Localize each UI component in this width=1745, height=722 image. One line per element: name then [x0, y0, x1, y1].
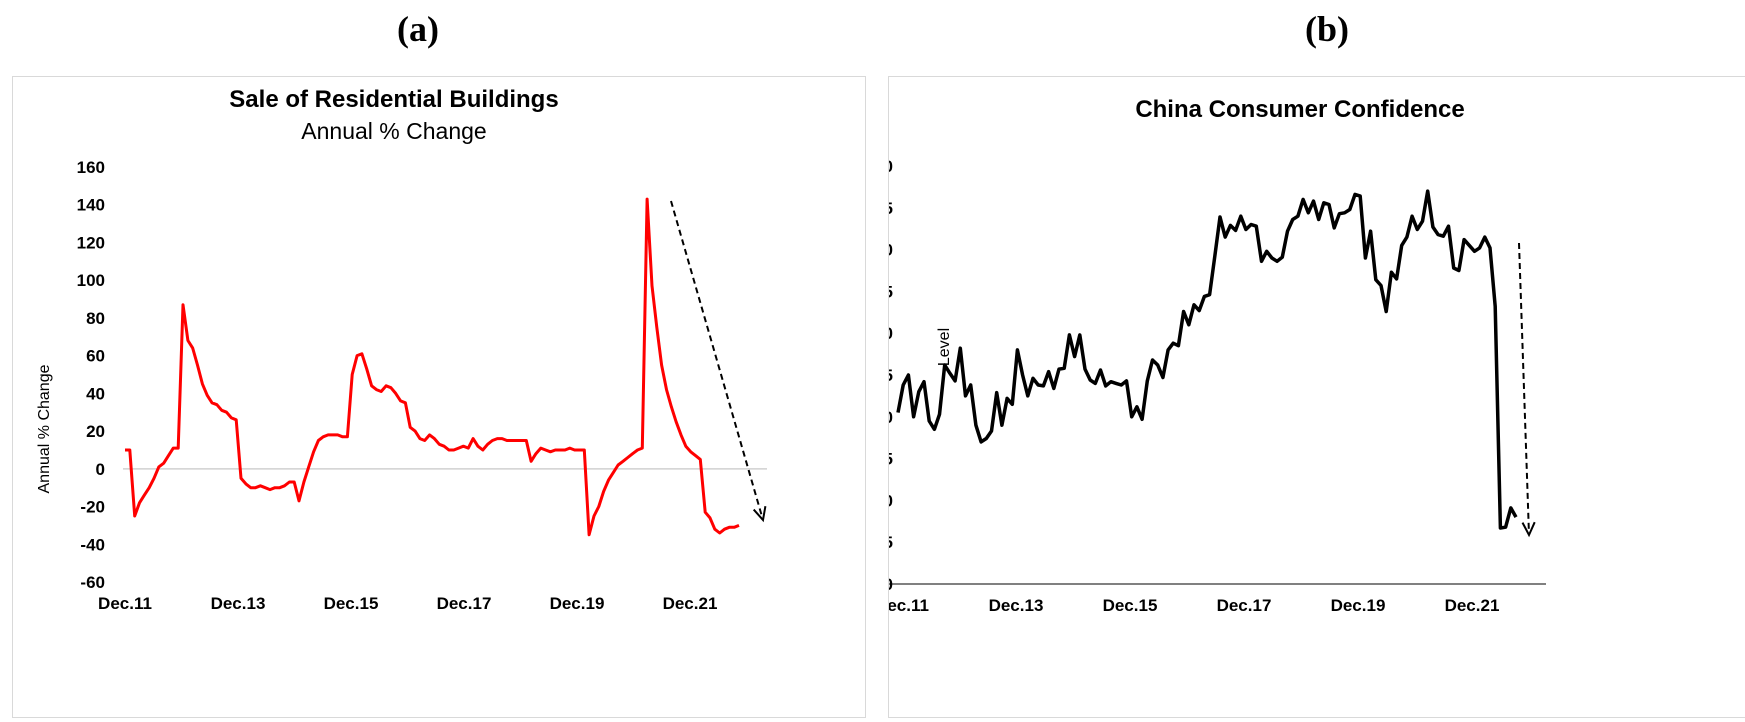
- chart-subtitle: Annual % Change: [301, 118, 486, 144]
- y-tick-label: 120: [77, 233, 105, 252]
- chart-panel-consumer-confidence: China Consumer Confidence Level 130 125 12…: [865, 76, 1745, 718]
- x-tick-label: Dec.11: [98, 594, 152, 613]
- y-tick-label: -40: [80, 535, 105, 554]
- y-tick-label: 125: [889, 199, 893, 218]
- x-tick-label: Dec.13: [211, 594, 266, 613]
- series-line: [896, 189, 1518, 530]
- y-axis-label: Level: [936, 328, 953, 366]
- x-tick-label: Dec.15: [1103, 596, 1158, 615]
- x-tick-label: Dec.11: [889, 596, 929, 615]
- y-tick-label: 100: [77, 271, 105, 290]
- x-tick-label: Dec.17: [1217, 596, 1272, 615]
- y-tick-label: 110: [889, 324, 893, 343]
- x-tick-label: Dec.13: [989, 596, 1044, 615]
- y-tick-label: 115: [889, 282, 893, 301]
- x-tick-label: Dec.19: [550, 594, 605, 613]
- y-tick-label: 100: [889, 408, 893, 427]
- panel-label-a: (a): [397, 9, 439, 49]
- y-tick-label: 105: [889, 366, 893, 385]
- y-tick-label: 160: [77, 158, 105, 177]
- x-tick-label: Dec.21: [663, 594, 718, 613]
- y-tick-label: 40: [86, 384, 105, 403]
- y-tick-label: 90: [889, 491, 893, 510]
- y-tick-label: 60: [86, 347, 105, 366]
- chart-title: Sale of Residential Buildings: [229, 86, 558, 113]
- trend-arrow-head: [752, 506, 767, 523]
- trend-arrow-head: [1521, 521, 1536, 538]
- y-tick-label: 20: [86, 422, 105, 441]
- chart-title: China Consumer Confidence: [1135, 96, 1464, 123]
- y-tick-label: 130: [889, 157, 893, 176]
- y-tick-label: 140: [77, 196, 105, 215]
- chart-panel-residential-sales: Sale of Residential Buildings Annual % C…: [12, 76, 866, 718]
- y-tick-label: -60: [80, 573, 105, 592]
- x-tick-label: Dec.15: [324, 594, 379, 613]
- series-line: [125, 197, 740, 537]
- y-tick-label: 95: [889, 450, 893, 469]
- y-tick-label: 85: [889, 533, 893, 552]
- panel-label-b: (b): [1305, 9, 1349, 49]
- trend-arrow-line: [1518, 242, 1530, 536]
- consumer-confidence-chart: China Consumer Confidence Level 130 125 12…: [865, 96, 1546, 615]
- y-tick-label: 80: [889, 575, 893, 594]
- y-tick-label: 0: [96, 460, 105, 479]
- x-tick-label: Dec.17: [437, 594, 492, 613]
- x-tick-label: Dec.21: [1445, 596, 1500, 615]
- x-tick-label: Dec.19: [1331, 596, 1386, 615]
- residential-sales-chart: Sale of Residential Buildings Annual % C…: [36, 86, 767, 613]
- trend-arrow-line: [670, 200, 764, 521]
- y-tick-label: 120: [889, 241, 893, 260]
- y-tick-label: 80: [86, 309, 105, 328]
- y-axis-label: Annual % Change: [36, 364, 53, 493]
- y-tick-label: -20: [80, 498, 105, 517]
